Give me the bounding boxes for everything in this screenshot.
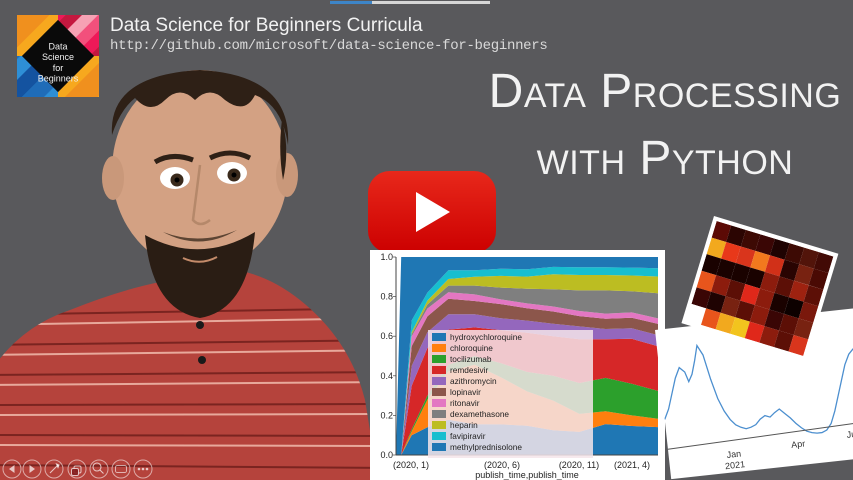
svg-text:Jul: Jul xyxy=(846,429,853,440)
svg-text:hydroxychloroquine: hydroxychloroquine xyxy=(450,332,522,342)
svg-text:Data: Data xyxy=(48,41,67,51)
svg-text:heparin: heparin xyxy=(450,420,478,430)
svg-text:lopinavir: lopinavir xyxy=(450,387,481,397)
svg-text:methylprednisolone: methylprednisolone xyxy=(450,442,522,452)
svg-text:(2021, 4): (2021, 4) xyxy=(614,460,650,470)
svg-text:0.8: 0.8 xyxy=(380,292,393,302)
svg-text:2021: 2021 xyxy=(725,459,746,471)
svg-text:remdesivir: remdesivir xyxy=(450,365,489,375)
svg-text:0.4: 0.4 xyxy=(380,371,393,381)
svg-text:tocilizumab: tocilizumab xyxy=(450,354,492,364)
svg-text:0.2: 0.2 xyxy=(380,410,393,420)
svg-text:1.0: 1.0 xyxy=(380,252,393,262)
svg-text:publish_time,publish_time: publish_time,publish_time xyxy=(475,470,579,480)
svg-text:(2020, 11): (2020, 11) xyxy=(559,460,599,470)
svg-text:azithromycin: azithromycin xyxy=(450,376,497,386)
svg-text:(2020, 6): (2020, 6) xyxy=(484,460,520,470)
svg-text:Apr: Apr xyxy=(791,438,806,449)
svg-text:favipiravir: favipiravir xyxy=(450,431,486,441)
svg-text:(2020, 1): (2020, 1) xyxy=(393,460,429,470)
svg-text:Jan: Jan xyxy=(726,448,742,460)
svg-text:ritonavir: ritonavir xyxy=(450,398,480,408)
svg-text:dexamethasone: dexamethasone xyxy=(450,409,509,419)
svg-text:chloroquine: chloroquine xyxy=(450,343,493,353)
svg-text:0.0: 0.0 xyxy=(380,450,393,460)
svg-text:0.6: 0.6 xyxy=(380,331,393,341)
